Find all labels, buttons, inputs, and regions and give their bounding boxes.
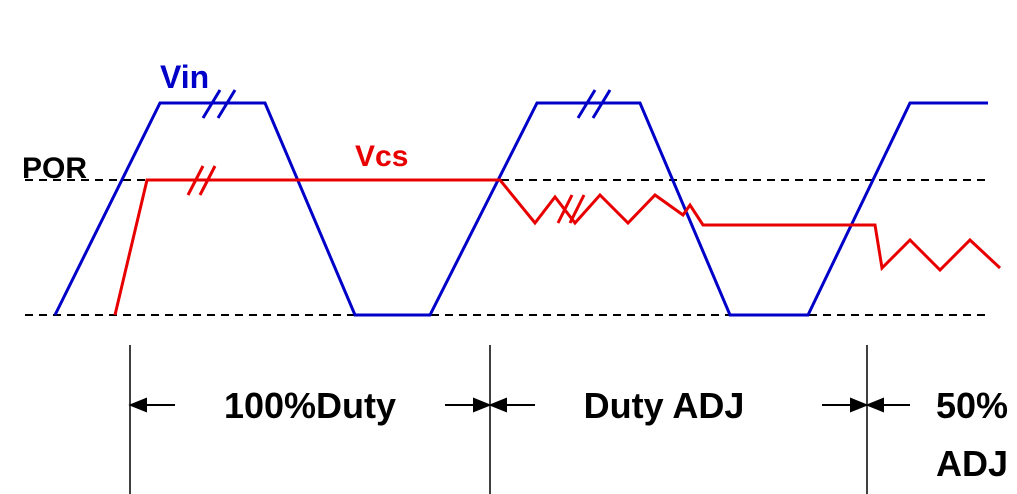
vcs-breaks	[186, 165, 586, 224]
phase-arrows	[128, 397, 910, 413]
vin-label: Vin	[160, 59, 209, 95]
arrow-head	[488, 397, 507, 413]
phase-dividers	[129, 345, 868, 494]
phase-label: Duty ADJ	[584, 385, 745, 426]
arrow-head	[865, 397, 884, 413]
phase-label: ADJ	[936, 443, 1008, 484]
break-mark	[198, 165, 217, 196]
vin-breaks	[201, 89, 612, 119]
break-mark	[576, 89, 597, 119]
reference-lines	[25, 179, 988, 316]
phase-label: 100%Duty	[224, 385, 396, 426]
arrow-head	[473, 397, 492, 413]
break-mark	[201, 89, 222, 119]
vcs-waveform	[113, 178, 1002, 316]
break-mark	[568, 194, 586, 224]
break-mark	[556, 194, 574, 224]
vcs-label: Vcs	[355, 140, 408, 173]
arrow-head	[128, 397, 147, 413]
break-mark	[216, 89, 237, 119]
break-mark	[591, 89, 612, 119]
phase-label: 50%	[936, 385, 1008, 426]
vin-waveform	[53, 101, 988, 317]
break-mark	[186, 165, 205, 196]
arrow-head	[850, 397, 869, 413]
por-label: POR	[22, 152, 87, 185]
